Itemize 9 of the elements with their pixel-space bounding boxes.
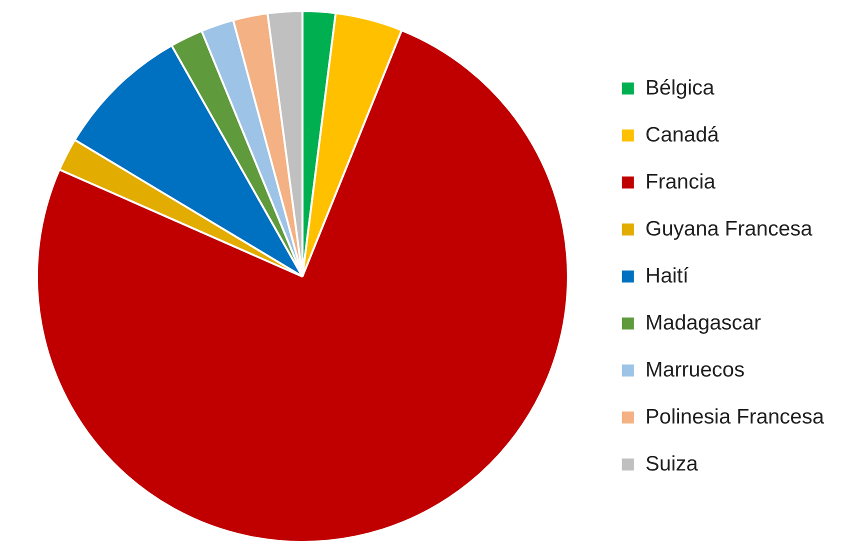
legend-label: Guyana Francesa (645, 217, 813, 240)
legend-label: Polinesia Francesa (645, 405, 824, 428)
legend-label: Madagascar (645, 311, 761, 334)
legend-label: Marruecos (645, 358, 745, 382)
legend-label: Canadá (645, 123, 720, 146)
legend-label: Suiza (645, 452, 698, 476)
legend-label: Bélgica (645, 76, 715, 100)
legend-label: Haití (645, 264, 689, 288)
legend-label: Francia (645, 170, 716, 194)
